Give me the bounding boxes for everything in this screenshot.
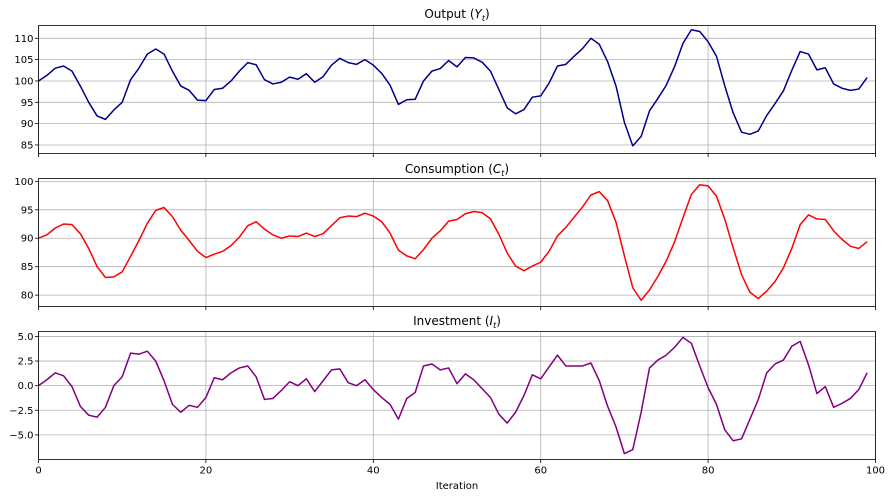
investment-y-tick-label: 0.0 (18, 381, 34, 392)
investment-x-ticks: 0 20 40 60 80 100 (35, 459, 885, 477)
investment-series-line (38, 336, 868, 455)
investment-x-tick-label: 60 (534, 466, 547, 477)
consumption-title: Consumption (Ct) (405, 162, 509, 178)
investment-y-tick-label: 5.0 (18, 332, 34, 343)
investment-y-tick-label: −2.5 (9, 406, 33, 417)
consumption-y-tick-label: 85 (21, 262, 34, 273)
investment-x-tick-label: 100 (866, 466, 885, 477)
output-y-tick-label: 95 (21, 98, 34, 109)
output-y-tick-label: 100 (14, 76, 33, 87)
consumption-x-ticks (38, 306, 876, 310)
output-y-tick-label: 110 (14, 34, 33, 45)
investment-title: Investment (It) (413, 314, 501, 330)
consumption-y-ticks: 80 85 90 95 100 (14, 177, 39, 302)
output-title: Output (Yt) (424, 7, 489, 23)
investment-x-tick-label: 40 (367, 466, 380, 477)
investment-grid (38, 331, 876, 460)
x-axis-label: Iteration (436, 481, 478, 492)
output-axes-frame (38, 25, 876, 154)
output-panel: Output (Yt) 85 90 95 100 105 110 (14, 7, 876, 157)
output-y-tick-label: 90 (21, 119, 34, 130)
consumption-panel: Consumption (Ct) 80 85 90 95 100 (14, 162, 876, 310)
consumption-y-tick-label: 80 (21, 291, 34, 302)
output-y-tick-label: 105 (14, 55, 33, 66)
investment-y-tick-label: −5.0 (9, 430, 33, 441)
consumption-axes-frame (38, 178, 876, 307)
consumption-y-tick-label: 90 (21, 234, 34, 245)
investment-axes-frame (38, 331, 876, 460)
consumption-series-line (38, 184, 868, 301)
output-series-line (38, 29, 868, 147)
investment-y-tick-label: 2.5 (18, 357, 34, 368)
output-x-ticks (38, 153, 876, 157)
investment-x-tick-label: 20 (200, 466, 213, 477)
investment-panel: Investment (It) −5.0 −2.5 0.0 2.5 5.0 0 20 40 6… (9, 314, 885, 492)
investment-y-ticks: −5.0 −2.5 0.0 2.5 5.0 (9, 332, 39, 441)
investment-x-tick-label: 0 (35, 466, 41, 477)
output-y-tick-label: 85 (21, 140, 34, 151)
output-y-ticks: 85 90 95 100 105 110 (14, 34, 39, 151)
investment-x-tick-label: 80 (702, 466, 715, 477)
consumption-y-tick-label: 100 (14, 177, 33, 188)
consumption-y-tick-label: 95 (21, 205, 34, 216)
